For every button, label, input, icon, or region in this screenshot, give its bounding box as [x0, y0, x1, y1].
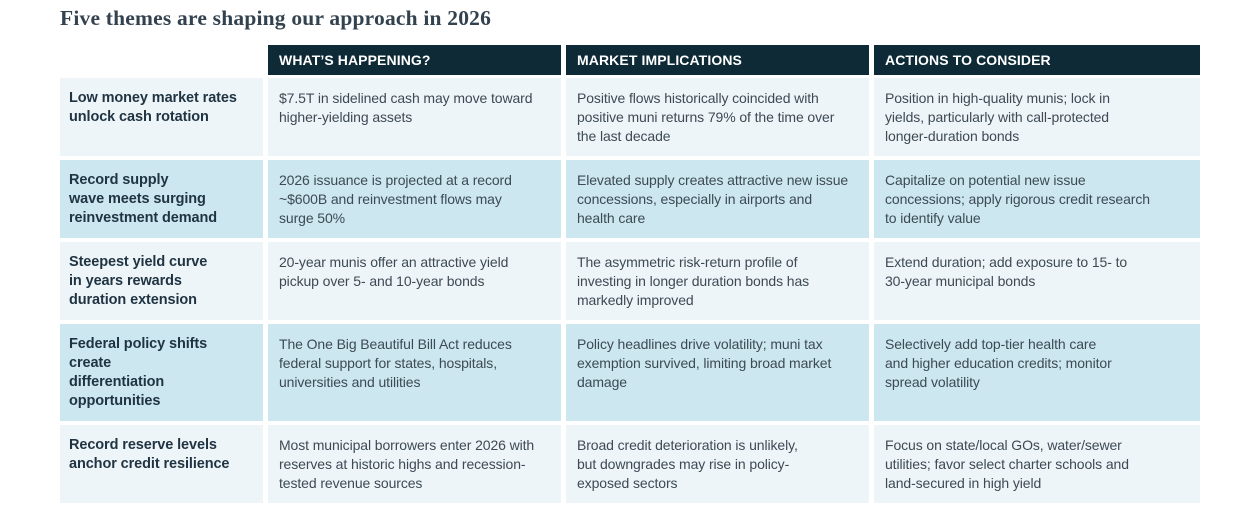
happening-cell: $7.5T in sidelined cash may move toward … — [268, 78, 561, 156]
actions-cell: Capitalize on potential new issue conces… — [874, 160, 1200, 238]
actions-cell: Focus on state/local GOs, water/sewer ut… — [874, 425, 1200, 503]
table-row-record-supply: Record supply wave meets surging reinves… — [60, 160, 1200, 238]
happening-cell: 2026 issuance is projected at a record ~… — [268, 160, 561, 238]
theme-cell: Low money market rates unlock cash rotat… — [60, 78, 263, 156]
header-cell-market-implications: MARKET IMPLICATIONS — [566, 45, 869, 75]
table-row-yield-curve: Steepest yield curve in years rewards du… — [60, 242, 1200, 320]
table-row-reserve-levels: Record reserve levels anchor credit resi… — [60, 425, 1200, 503]
header-cell-spacer — [60, 45, 263, 75]
actions-cell: Position in high-quality munis; lock in … — [874, 78, 1200, 156]
theme-cell: Federal policy shifts create differentia… — [60, 324, 263, 421]
page-title: Five themes are shaping our approach in … — [60, 6, 492, 30]
actions-cell: Selectively add top-tier health care and… — [874, 324, 1200, 421]
happening-cell: The One Big Beautiful Bill Act reduces f… — [268, 324, 561, 421]
header-cell-whats-happening: WHAT’S HAPPENING? — [268, 45, 561, 75]
implications-cell: The asymmetric risk-return profile of in… — [566, 242, 869, 320]
themes-table: WHAT’S HAPPENING? MARKET IMPLICATIONS AC… — [60, 45, 1200, 503]
implications-cell: Elevated supply creates attractive new i… — [566, 160, 869, 238]
implications-cell: Broad credit deterioration is unlikely, … — [566, 425, 869, 503]
implications-cell: Positive flows historically coincided wi… — [566, 78, 869, 156]
happening-cell: Most municipal borrowers enter 2026 with… — [268, 425, 561, 503]
table-header-row: WHAT’S HAPPENING? MARKET IMPLICATIONS AC… — [60, 45, 1200, 75]
table-row-cash-rotation: Low money market rates unlock cash rotat… — [60, 78, 1200, 156]
table-row-federal-policy: Federal policy shifts create differentia… — [60, 324, 1200, 421]
implications-cell: Policy headlines drive volatility; muni … — [566, 324, 869, 421]
actions-cell: Extend duration; add exposure to 15- to … — [874, 242, 1200, 320]
happening-cell: 20-year munis offer an attractive yield … — [268, 242, 561, 320]
theme-cell: Record reserve levels anchor credit resi… — [60, 425, 263, 503]
theme-cell: Record supply wave meets surging reinves… — [60, 160, 263, 238]
header-cell-actions-to-consider: ACTIONS TO CONSIDER — [874, 45, 1200, 75]
theme-cell: Steepest yield curve in years rewards du… — [60, 242, 263, 320]
